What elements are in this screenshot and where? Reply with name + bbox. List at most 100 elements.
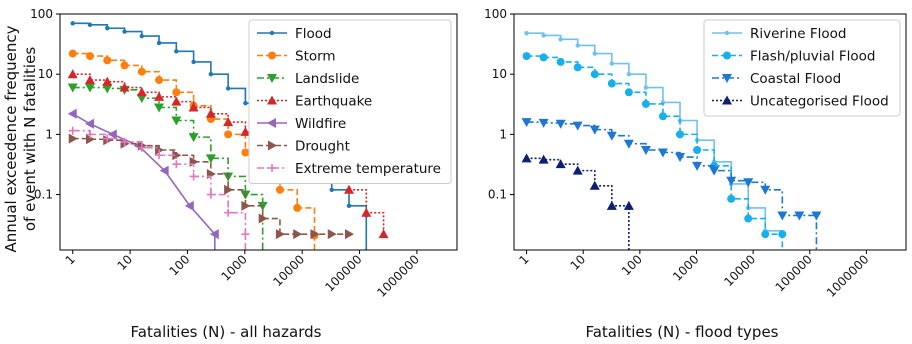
data-point [84, 118, 94, 129]
x-tick-label: 1 [516, 252, 531, 267]
x-axis-label-all-hazards: Fatalities (N) - all hazards [131, 323, 322, 341]
data-point [241, 148, 250, 157]
legend-marker [268, 140, 277, 151]
data-point [345, 229, 355, 240]
data-point [172, 88, 181, 97]
data-point [657, 148, 668, 158]
legend-entry-coastal-flood: Coastal Flood [712, 71, 841, 87]
legend-entry-landslide: Landslide [257, 71, 359, 87]
data-point [329, 187, 334, 193]
data-point [85, 130, 94, 139]
legend-label: Coastal Flood [750, 71, 841, 87]
data-point [623, 139, 634, 149]
data-point [159, 165, 169, 176]
x-tick-label: 100000 [322, 252, 364, 294]
legend-marker [268, 51, 276, 60]
legend-frame [248, 19, 452, 184]
data-point [794, 211, 805, 221]
x-tick-label: 10000 [270, 252, 307, 289]
legend: Flood Storm Landslide Earthquake Wildfire Dro… [248, 19, 452, 184]
data-point [171, 116, 182, 126]
data-point [209, 229, 219, 240]
legend-label: Extreme temperature [295, 161, 441, 177]
legend-entry-riverine-flood: Riverine Flood [712, 26, 846, 42]
data-point [225, 86, 231, 91]
data-point [641, 99, 650, 108]
series-coastal-flood [521, 118, 822, 250]
data-point [640, 146, 651, 156]
data-point [102, 76, 113, 86]
legend-marker [267, 95, 277, 105]
legend-label: Uncategorised Flood [750, 94, 889, 110]
data-point [241, 230, 250, 239]
data-point [224, 184, 234, 195]
y-tick-label: 1 [45, 127, 53, 141]
legend-marker [267, 118, 276, 128]
legend-entry-earthquake: Earthquake [257, 94, 372, 110]
data-point [136, 87, 147, 97]
data-point [555, 159, 566, 169]
x-tick-label: 100 [166, 252, 192, 278]
data-point [154, 103, 165, 113]
data-point [572, 121, 583, 131]
plot-frame [513, 13, 907, 251]
data-point [522, 52, 531, 61]
data-point [346, 203, 352, 209]
data-point [590, 70, 599, 79]
x-tick-label: 10 [115, 252, 136, 273]
data-point [592, 51, 597, 56]
data-point [361, 207, 372, 217]
data-point [555, 119, 566, 129]
data-point [137, 143, 146, 152]
data-point [541, 33, 546, 38]
data-point [156, 40, 162, 46]
y-axis-label-line-2: of event with N fatalities [21, 47, 39, 231]
y-tick-label: 1 [499, 127, 507, 141]
legend-entry-storm: Storm [257, 49, 336, 65]
data-point [184, 200, 194, 211]
data-point [205, 154, 216, 164]
data-point [293, 203, 302, 212]
data-point [155, 76, 164, 85]
x-tick-label: 100000 [773, 252, 815, 294]
data-point [726, 176, 737, 186]
data-point [811, 211, 822, 221]
y-tick-label: 100 [484, 7, 507, 21]
data-point [67, 69, 78, 79]
data-point [240, 126, 251, 136]
legend-label: Landslide [295, 71, 359, 87]
series-uncategorised-flood [521, 153, 634, 250]
data-point [107, 129, 117, 140]
legend-marker [722, 95, 732, 105]
series-extreme-temperature [68, 126, 250, 250]
legend: Riverine Flood Flash/pluvial Flood Coastal… [703, 19, 901, 117]
legend-frame [703, 19, 901, 117]
data-point [67, 108, 77, 119]
data-point [258, 213, 268, 224]
data-point [224, 130, 233, 139]
data-point [191, 59, 196, 65]
data-point [378, 229, 389, 239]
data-point [206, 190, 215, 199]
x-tick-label: 100 [619, 252, 645, 278]
legend-marker [722, 74, 732, 83]
x-tick-label: 1 [63, 252, 78, 267]
data-point [572, 165, 583, 175]
legend-label: Wildfire [295, 116, 346, 132]
data-point [709, 166, 720, 176]
data-point [556, 57, 565, 66]
legend-marker [724, 30, 730, 36]
legend-marker [269, 30, 275, 36]
legend-label: Flash/pluvial Flood [750, 49, 875, 65]
legend-entry-extreme-temperature: Extreme temperature [257, 161, 441, 177]
data-point [524, 30, 529, 36]
chart-flood-types: Fatalities (N) - flood types 0.1 1 10 100 1 1… [484, 7, 907, 341]
data-point [521, 118, 532, 128]
y-tick-label: 10 [492, 67, 507, 81]
x-tick-label: 1000000 [824, 252, 872, 300]
data-point [136, 94, 147, 104]
data-point [676, 130, 685, 139]
data-point [85, 52, 94, 61]
